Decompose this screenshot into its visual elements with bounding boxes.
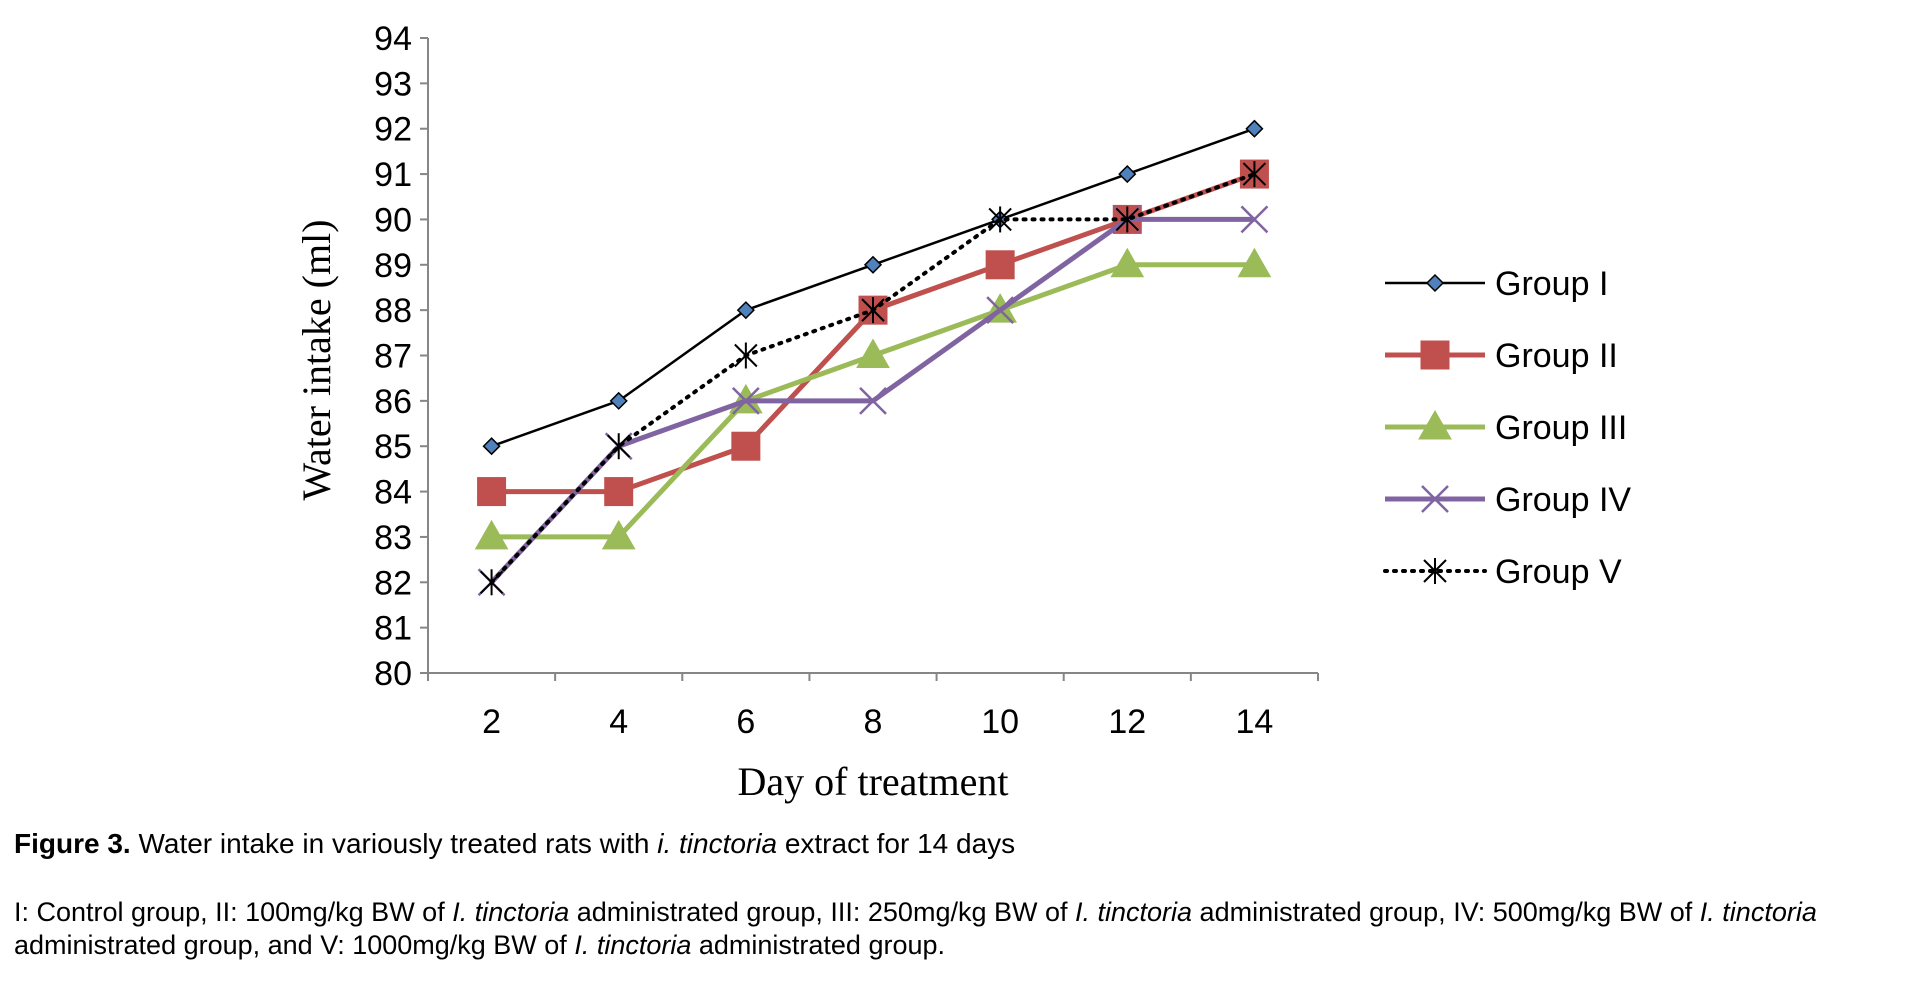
caption-text-before: Water intake in variously treated rats w…: [130, 828, 658, 859]
note-part: administrated group, III: 250mg/kg BW of: [569, 897, 1075, 927]
data-point: [609, 391, 628, 410]
figure-caption: Figure 3. Water intake in variously trea…: [14, 828, 1904, 860]
series-3: [474, 247, 1272, 550]
y-tick-label: 92: [374, 111, 412, 149]
data-point: [986, 296, 1015, 325]
note-part: administrated group, and V: 1000mg/kg BW…: [14, 930, 575, 960]
x-axis-title: Day of treatment: [738, 759, 1009, 804]
series-layer: [474, 119, 1272, 597]
legend-marker: [1420, 340, 1450, 370]
legend-marker: [1423, 558, 1447, 584]
legend-label: Group IV: [1495, 481, 1631, 519]
data-point: [1245, 119, 1264, 138]
data-point: [604, 477, 634, 507]
note-part: administrated group.: [691, 930, 945, 960]
legend-marker: [1425, 273, 1445, 293]
data-point: [1237, 247, 1272, 278]
x-tick-label: 12: [1108, 703, 1146, 741]
y-tick-label: 80: [374, 655, 412, 693]
data-point: [1242, 161, 1267, 188]
x-tick-label: 10: [981, 703, 1019, 741]
figure-label: Figure 3.: [14, 828, 131, 859]
x-tick-label: 4: [609, 703, 628, 741]
legend-item: Group III: [1385, 409, 1627, 447]
data-point: [482, 437, 501, 456]
data-point: [731, 431, 761, 461]
chart-axes: 80 81 82 83 84 85 86 87 88 89 90 91 92 93 94 2 4 6 8 10 12 14: [374, 20, 1319, 741]
note-species: I. tinctoria: [1075, 897, 1193, 927]
legend-label: Group I: [1495, 265, 1608, 303]
legend-item: Group I: [1385, 265, 1608, 303]
y-tick-label: 86: [374, 383, 412, 421]
x-tick-label: 6: [736, 703, 755, 741]
chart-legend: Group I Group II Group III Group IV Group V: [1383, 265, 1631, 591]
y-tick-label: 94: [374, 20, 412, 58]
figure-note: I: Control group, II: 100mg/kg BW of I. …: [14, 896, 1904, 962]
data-point: [856, 338, 890, 368]
x-tick-label: 2: [482, 703, 501, 741]
legend-label: Group V: [1495, 553, 1622, 591]
note-part: I: Control group, II: 100mg/kg BW of: [14, 897, 453, 927]
water-intake-chart: 80 81 82 83 84 85 86 87 88 89 90 91 92 93 94 2 4 6 8 10 12 14…: [294, 20, 1631, 804]
legend-marker: [1418, 409, 1452, 440]
note-part: administrated group, IV: 500mg/kg BW of: [1192, 897, 1700, 927]
data-point: [985, 250, 1015, 280]
data-point: [859, 386, 887, 415]
note-species: I. tinctoria: [574, 930, 692, 960]
note-species: I. tinctoria: [452, 897, 570, 927]
y-tick-label: 83: [374, 519, 412, 557]
y-tick-label: 90: [374, 201, 412, 239]
y-tick-label: 84: [374, 474, 412, 512]
y-axis-title: Water intake (ml): [294, 219, 339, 500]
data-point: [861, 297, 885, 324]
data-point: [1118, 165, 1137, 184]
y-tick-label: 82: [374, 564, 412, 602]
y-tick-label: 91: [374, 156, 412, 194]
data-point: [601, 519, 636, 550]
data-point: [1115, 206, 1139, 233]
x-tick-label: 8: [864, 703, 883, 741]
data-point: [731, 386, 760, 415]
legend-label: Group III: [1495, 409, 1627, 447]
y-tick-label: 87: [374, 338, 412, 376]
y-tick-label: 81: [374, 610, 412, 648]
data-point: [863, 255, 883, 274]
series-1: [482, 119, 1264, 456]
caption-text-after: extract for 14 days: [777, 828, 1016, 859]
legend-marker: [1421, 485, 1449, 513]
y-tick-label: 93: [374, 65, 412, 103]
data-point: [477, 477, 507, 507]
y-tick-label: 85: [374, 428, 412, 466]
data-point: [1240, 205, 1269, 234]
legend-item: Group V: [1383, 553, 1622, 591]
y-tick-label: 88: [374, 292, 412, 330]
series-5: [479, 161, 1267, 596]
data-point: [988, 206, 1012, 233]
note-species: I. tinctoria: [1699, 897, 1817, 927]
x-tick-label: 14: [1236, 703, 1274, 741]
data-point: [1110, 247, 1145, 278]
caption-species: i. tinctoria: [657, 828, 778, 859]
series-line: [489, 172, 1257, 585]
legend-item: Group II: [1385, 337, 1618, 375]
data-point: [607, 433, 631, 460]
data-point: [479, 569, 504, 596]
legend-item: Group IV: [1385, 481, 1631, 519]
legend-label: Group II: [1495, 337, 1618, 375]
data-point: [734, 342, 758, 369]
data-point: [736, 301, 755, 320]
y-tick-label: 89: [374, 247, 412, 285]
data-point: [474, 519, 509, 550]
